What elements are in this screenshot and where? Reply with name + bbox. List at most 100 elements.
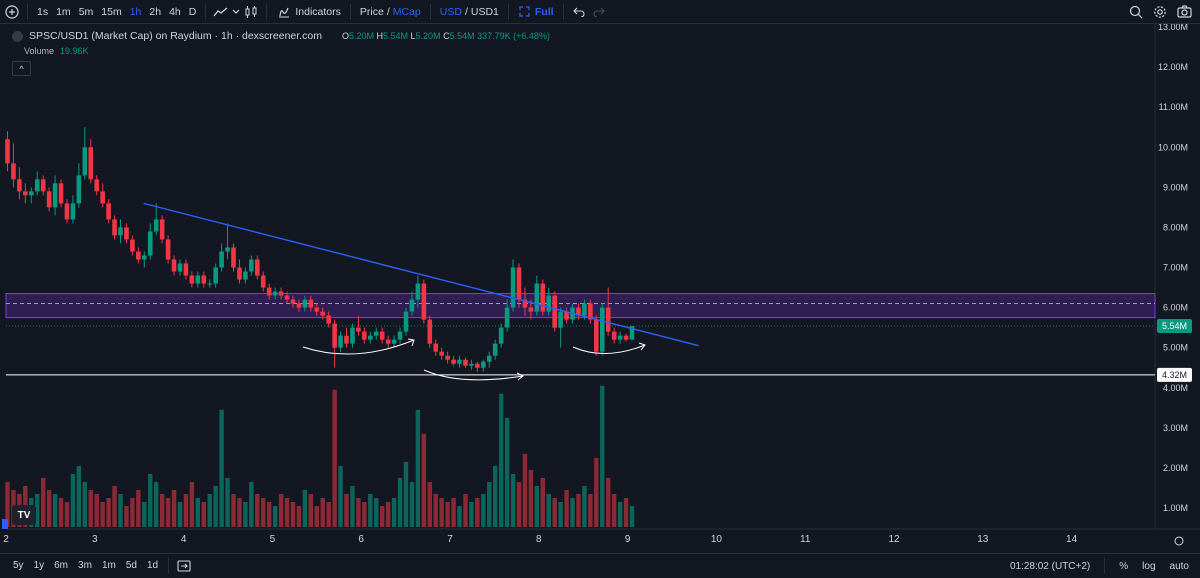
range-1m[interactable]: 1m xyxy=(101,560,116,571)
candle-body[interactable] xyxy=(385,339,391,344)
auto-toggle[interactable]: auto xyxy=(1169,560,1189,572)
candle-body[interactable] xyxy=(272,291,278,296)
candle-body[interactable] xyxy=(34,179,40,192)
candle-body[interactable] xyxy=(260,275,266,288)
range-1d[interactable]: 1d xyxy=(146,560,159,571)
chart-type-line-icon[interactable] xyxy=(211,2,231,22)
candle-body[interactable] xyxy=(498,327,504,344)
timeframe-15m[interactable]: 15m xyxy=(101,5,122,18)
candle-body[interactable] xyxy=(302,299,308,308)
rounding-bottom-arrow-3[interactable] xyxy=(572,342,646,355)
candle-body[interactable] xyxy=(23,191,28,196)
candle-body[interactable] xyxy=(189,275,195,284)
candle-body[interactable] xyxy=(564,311,569,320)
redo-icon[interactable] xyxy=(589,2,609,22)
candle-body[interactable] xyxy=(356,327,361,332)
candle-body[interactable] xyxy=(338,335,343,348)
candle-body[interactable] xyxy=(183,263,189,276)
quick-search-icon[interactable] xyxy=(1126,2,1146,22)
candle-body[interactable] xyxy=(552,295,557,328)
timeframe-1m[interactable]: 1m xyxy=(56,5,71,18)
candle-body[interactable] xyxy=(100,191,105,204)
candle-body[interactable] xyxy=(231,247,236,268)
chevron-down-icon[interactable] xyxy=(231,2,241,22)
camera-icon[interactable] xyxy=(1174,2,1194,22)
candle-body[interactable] xyxy=(58,183,64,204)
candle-body[interactable] xyxy=(504,307,510,328)
settings-gear-icon[interactable] xyxy=(1150,2,1170,22)
add-symbol-icon[interactable] xyxy=(2,2,22,22)
candle-body[interactable] xyxy=(237,267,242,280)
rounding-bottom-arrow-1[interactable] xyxy=(302,338,415,355)
candle-body[interactable] xyxy=(130,239,135,252)
candle-body[interactable] xyxy=(82,147,88,176)
candle-body[interactable] xyxy=(379,331,385,340)
candle-body[interactable] xyxy=(486,355,492,362)
goto-date-icon[interactable] xyxy=(174,556,194,576)
candle-body[interactable] xyxy=(249,259,254,272)
indicators-button[interactable]: Indicators xyxy=(272,0,345,24)
timeframe-2h[interactable]: 2h xyxy=(149,5,162,18)
clock[interactable]: 01:28:02 (UTC+2) xyxy=(1009,560,1091,572)
rounding-bottom-arrow-2[interactable] xyxy=(423,369,524,381)
candle-body[interactable] xyxy=(159,219,165,240)
candle-body[interactable] xyxy=(177,263,183,272)
candle-body[interactable] xyxy=(391,339,397,344)
candle-body[interactable] xyxy=(52,183,58,208)
candle-body[interactable] xyxy=(350,327,355,344)
range-5d[interactable]: 5d xyxy=(125,560,137,571)
candle-body[interactable] xyxy=(225,247,230,252)
candle-body[interactable] xyxy=(492,343,498,356)
candle-body[interactable] xyxy=(314,307,320,312)
candle-body[interactable] xyxy=(605,307,611,332)
percent-toggle[interactable]: % xyxy=(1119,560,1129,572)
candle-body[interactable] xyxy=(46,191,52,208)
candle-body[interactable] xyxy=(290,299,296,304)
candle-body[interactable] xyxy=(40,179,46,192)
candles-icon[interactable] xyxy=(241,2,261,22)
candle-body[interactable] xyxy=(582,303,587,316)
candle-body[interactable] xyxy=(118,227,123,236)
candle-body[interactable] xyxy=(17,179,22,192)
log-toggle[interactable]: log xyxy=(1142,560,1156,572)
full-button[interactable]: Full xyxy=(514,0,558,24)
undo-icon[interactable] xyxy=(569,2,589,22)
candle-body[interactable] xyxy=(469,363,474,366)
timeframe-1s[interactable]: 1s xyxy=(37,5,49,18)
candle-body[interactable] xyxy=(403,311,409,332)
candle-body[interactable] xyxy=(623,335,629,340)
candle-body[interactable] xyxy=(344,335,349,344)
candle-body[interactable] xyxy=(445,355,450,360)
candle-body[interactable] xyxy=(308,299,314,308)
candle-body[interactable] xyxy=(278,291,284,296)
axis-settings-icon[interactable] xyxy=(1174,536,1184,546)
candle-body[interactable] xyxy=(409,299,415,312)
candle-body[interactable] xyxy=(201,275,207,284)
candle-body[interactable] xyxy=(415,283,421,300)
candle-body[interactable] xyxy=(171,259,177,272)
candle-body[interactable] xyxy=(207,283,213,285)
candle-body[interactable] xyxy=(540,283,546,312)
candle-body[interactable] xyxy=(611,331,617,340)
timeframe-4h[interactable]: 4h xyxy=(169,5,181,18)
candle-body[interactable] xyxy=(576,307,581,316)
candle-body[interactable] xyxy=(219,251,224,268)
candle-body[interactable] xyxy=(599,307,605,352)
candle-body[interactable] xyxy=(481,361,486,368)
timeframe-D[interactable]: D xyxy=(188,5,197,18)
candle-body[interactable] xyxy=(266,287,272,296)
candle-body[interactable] xyxy=(296,303,302,308)
candle-body[interactable] xyxy=(546,295,552,312)
currency-toggle[interactable]: USD / USD1 xyxy=(436,0,503,24)
candle-body[interactable] xyxy=(124,227,129,240)
candle-body[interactable] xyxy=(94,179,100,192)
candle-body[interactable] xyxy=(243,271,248,280)
candle-body[interactable] xyxy=(421,283,427,320)
candle-body[interactable] xyxy=(70,203,76,220)
candle-body[interactable] xyxy=(165,239,171,260)
candle-body[interactable] xyxy=(594,319,599,352)
candle-body[interactable] xyxy=(475,363,480,368)
range-3m[interactable]: 3m xyxy=(78,560,92,571)
candle-body[interactable] xyxy=(76,175,82,204)
candle-body[interactable] xyxy=(284,295,290,300)
